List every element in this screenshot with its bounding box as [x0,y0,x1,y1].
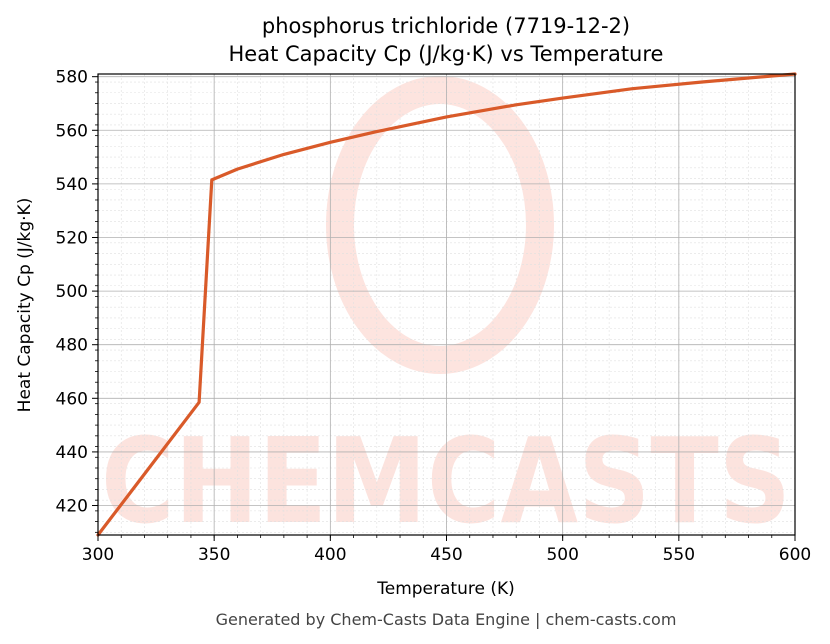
x-axis-label: Temperature (K) [376,579,515,599]
watermark: CHEMCASTS [101,76,791,550]
x-tick-label: 500 [546,545,578,565]
y-tick-label: 480 [56,336,88,356]
y-axis-label: Heat Capacity Cp (J/kg·K) [15,198,35,413]
y-tick-label: 540 [56,175,88,195]
series-line [96,72,797,537]
x-tick-label: 450 [430,545,462,565]
x-tick-label: 550 [663,545,695,565]
x-tick-label: 400 [314,545,346,565]
chart-title: phosphorus trichloride (7719-12-2) [262,14,630,38]
y-tick-label: 460 [56,389,88,409]
y-tick-label: 560 [56,121,88,141]
x-tick-label: 600 [779,545,811,565]
footer-text: Generated by Chem-Casts Data Engine | ch… [216,610,677,629]
chart-subtitle: Heat Capacity Cp (J/kg·K) vs Temperature [229,42,664,66]
y-tick-label: 520 [56,228,88,248]
ticks: 300 350 400 450 500 550 600 420 440 460 480 500 520 5… [56,68,812,565]
y-tick-label: 440 [56,443,88,463]
y-tick-label: 420 [56,497,88,517]
x-tick-label: 300 [82,545,114,565]
y-tick-label: 580 [56,68,88,88]
y-tick-label: 500 [56,282,88,302]
watermark-logo-ring [326,76,554,374]
series-layer [96,72,797,537]
x-tick-label: 350 [198,545,230,565]
watermark-text: CHEMCASTS [101,412,791,550]
